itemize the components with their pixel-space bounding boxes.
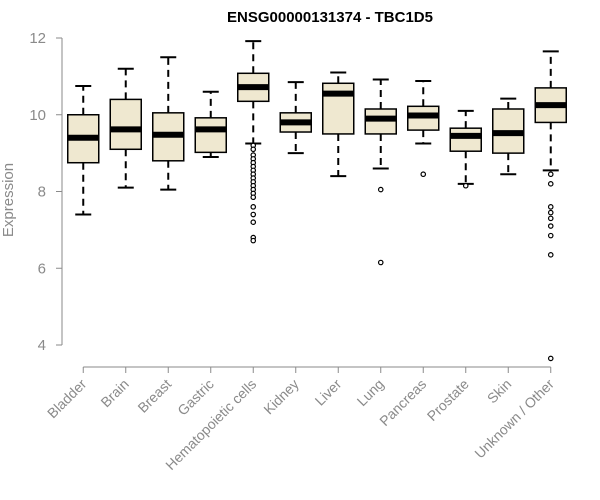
- y-tick-label: 4: [38, 337, 46, 354]
- outlier-point: [547, 223, 554, 229]
- box-gastric: [194, 90, 227, 158]
- box-iqr: [194, 117, 227, 154]
- box-lung: [364, 78, 397, 266]
- box-hematopoietic-cells: [237, 40, 270, 244]
- box-liver: [322, 71, 355, 178]
- outlier-point: [420, 171, 427, 178]
- outlier-point: [547, 215, 554, 222]
- outlier-point: [377, 259, 384, 266]
- outlier-point: [462, 182, 469, 189]
- box-prostate: [449, 109, 482, 189]
- y-axis: 4 6 8 10 12: [29, 30, 63, 354]
- outlier-point: [250, 194, 257, 201]
- box-kidney: [279, 81, 312, 155]
- outlier-point: [250, 219, 257, 226]
- outlier-point: [250, 237, 257, 244]
- x-tick-label: Kidney: [260, 376, 302, 418]
- x-tick-label: Brain: [97, 376, 131, 410]
- outlier-point: [547, 181, 554, 187]
- boxes-group: [67, 40, 567, 362]
- box-pancreas: [407, 79, 440, 178]
- box-unknown-other: [534, 50, 567, 362]
- y-tick-label: 8: [38, 184, 46, 201]
- x-tick-label: Lung: [354, 376, 387, 409]
- outlier-point: [547, 232, 554, 239]
- y-tick-label: 12: [29, 30, 46, 47]
- x-tick-label: Breast: [134, 376, 174, 416]
- box-skin: [492, 97, 525, 176]
- outlier-point: [250, 204, 257, 210]
- outlier-point: [547, 171, 554, 178]
- outlier-point: [547, 209, 554, 216]
- box-iqr: [449, 127, 482, 152]
- y-tick-label: 10: [29, 107, 46, 124]
- box-iqr: [109, 98, 142, 151]
- box-bladder: [67, 84, 100, 216]
- chart-title: ENSG00000131374 - TBC1D5: [227, 9, 433, 26]
- box-brain: [109, 67, 142, 189]
- y-axis-label: Expression: [0, 163, 17, 237]
- x-tick-label: Prostate: [424, 376, 472, 424]
- outlier-point: [547, 252, 554, 258]
- outlier-point: [547, 355, 554, 362]
- x-tick-label: Pancreas: [376, 376, 429, 429]
- x-tick-label: Unknown / Other: [471, 376, 557, 462]
- outlier-point: [547, 204, 554, 210]
- x-tick-label: Liver: [312, 376, 345, 409]
- x-tick-label: Bladder: [44, 376, 90, 422]
- outlier-point: [250, 211, 257, 218]
- x-tick-label: Skin: [484, 376, 515, 407]
- y-tick-label: 6: [38, 260, 46, 277]
- outlier-point: [250, 146, 257, 153]
- box-breast: [152, 56, 185, 191]
- outlier-point: [377, 186, 384, 193]
